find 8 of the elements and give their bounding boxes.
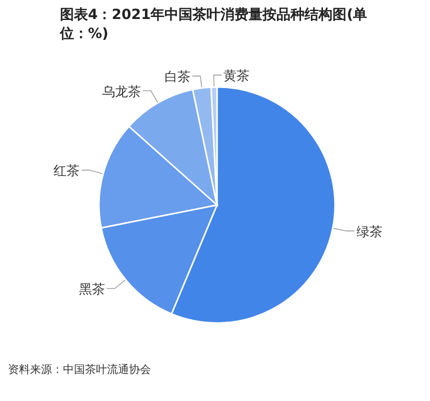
slice-label: 乌龙茶 [102,84,141,100]
slice-label: 绿茶 [356,224,382,240]
text: 资料来源：中国茶叶流通协会 [8,362,151,377]
slice-label: 黑茶 [78,282,105,298]
slice-label: 黄茶 [224,69,250,84]
slice-label: 白茶 [164,70,190,86]
slice-label: 红茶 [54,164,80,180]
chart-title: 图表4：2021年中国茶叶消费量按品种结构图(单位：%) [60,6,368,44]
